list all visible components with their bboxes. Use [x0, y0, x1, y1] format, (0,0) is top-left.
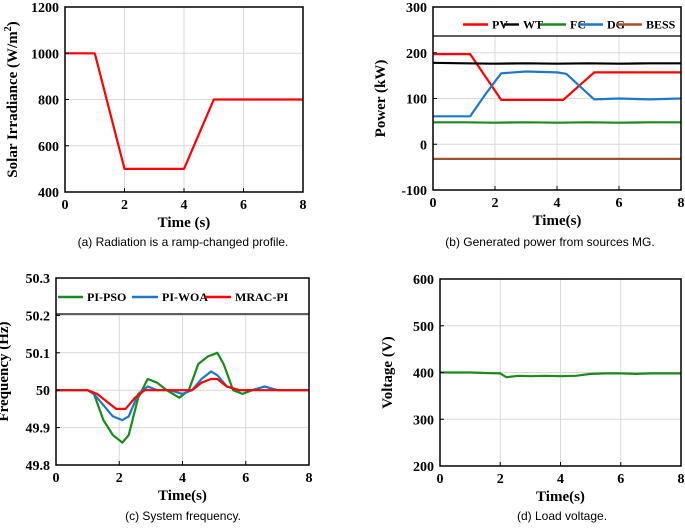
x-tick-label: 0	[430, 196, 437, 211]
y-tick-label: 50.2	[26, 309, 51, 324]
legend-label-bess: BESS	[646, 18, 676, 32]
x-tick-label: 6	[240, 198, 247, 213]
y-tick-label: 1000	[31, 47, 59, 62]
y-tick-label: 400	[38, 186, 59, 201]
x-tick-label: 4	[557, 472, 564, 487]
x-axis-label: Time(s)	[158, 488, 207, 504]
x-axis-label: Time(s)	[536, 489, 585, 505]
x-tick-label: 0	[53, 471, 60, 486]
x-tick-label: 8	[678, 196, 685, 211]
y-tick-label: 800	[38, 94, 59, 109]
x-tick-label: 2	[492, 196, 499, 211]
y-tick-label: 600	[38, 140, 59, 155]
y-axis-label: Frequency (Hz)	[0, 321, 12, 421]
legend-label-pi-woa: PI-WOA	[162, 290, 208, 304]
y-axis-label: Solar Irradiance (W/m2)	[3, 21, 21, 177]
y-axis-label: Voltage (V)	[380, 336, 396, 408]
legend-label-wt: WT	[523, 18, 543, 32]
legend-label-mrac-pi: MRAC-PI	[235, 290, 289, 304]
legend-label-pv: PV	[492, 18, 508, 32]
x-tick-label: 2	[497, 472, 504, 487]
y-tick-label: -100	[401, 184, 427, 199]
y-axis-label: Power (kW)	[373, 60, 389, 138]
x-axis-label: Time(s)	[533, 213, 582, 229]
y-tick-label: 50.3	[26, 272, 51, 287]
series-line-pi-pso	[56, 351, 309, 444]
x-tick-label: 6	[617, 472, 624, 487]
x-tick-label: 8	[306, 471, 313, 486]
y-tick-label: 1200	[31, 1, 59, 16]
x-tick-label: 4	[181, 198, 188, 213]
series-line-load-voltage	[440, 371, 681, 379]
x-tick-label: 0	[437, 472, 444, 487]
x-tick-label: 4	[554, 196, 561, 211]
x-tick-label: 2	[121, 198, 128, 213]
figure-caption: (c) System frequency.	[125, 509, 241, 523]
y-tick-label: 49.8	[26, 459, 51, 474]
y-tick-label: 50	[36, 384, 50, 399]
x-axis-label: Time (s)	[158, 215, 211, 231]
legend: PV WT FC DG BESS	[433, 8, 681, 37]
legend: PI-PSO PI-WOA MRAC-PI	[56, 279, 309, 315]
y-tick-label: 49.9	[26, 422, 51, 437]
legend-background	[57, 279, 308, 314]
y-tick-label: 200	[406, 47, 427, 62]
x-tick-label: 2	[116, 471, 123, 486]
y-tick-label: 50.1	[26, 347, 51, 362]
series-line-wt	[432, 61, 681, 65]
legend-background	[434, 8, 680, 36]
y-tick-label: 300	[406, 1, 427, 16]
x-tick-label: 4	[179, 471, 186, 486]
series-line-mrac-pi	[56, 377, 309, 410]
figure-caption: (b) Generated power from sources MG.	[445, 235, 654, 249]
series-line-solar-irradiance	[65, 52, 303, 170]
x-tick-label: 8	[300, 198, 307, 213]
legend-label-dg: DG	[607, 18, 625, 32]
y-tick-label: 500	[413, 320, 434, 335]
y-tick-label: 0	[420, 138, 427, 153]
y-tick-label: 200	[413, 460, 434, 475]
y-tick-label: 100	[406, 93, 427, 108]
chart-d: 0 2 4 6 8 200 300 400 500 600 Time(s) Voltage (V) (d…	[380, 273, 685, 523]
figure-caption: (a) Radiation is a ramp-changed profile.	[78, 235, 289, 249]
series-line-dg	[433, 70, 682, 118]
y-tick-label: 600	[413, 273, 434, 288]
x-tick-label: 6	[616, 196, 623, 211]
x-tick-label: 0	[62, 198, 69, 213]
chart-c: 0 2 4 6 8 49.8 49.9 50 50.1 50.2 50.3 Time(s) Freque…	[0, 272, 313, 523]
y-tick-label: 400	[413, 367, 434, 382]
x-tick-label: 8	[678, 472, 685, 487]
series-line-pv	[433, 52, 681, 102]
figure-caption: (d) Load voltage.	[517, 509, 607, 523]
chart-a: 0 2 4 6 8 400 600 800 1000 1200 Time (s) Solar Irra…	[3, 1, 307, 249]
x-tick-label: 6	[242, 471, 249, 486]
legend-label-pi-pso: PI-PSO	[87, 290, 126, 304]
y-tick-label: 300	[413, 413, 434, 428]
